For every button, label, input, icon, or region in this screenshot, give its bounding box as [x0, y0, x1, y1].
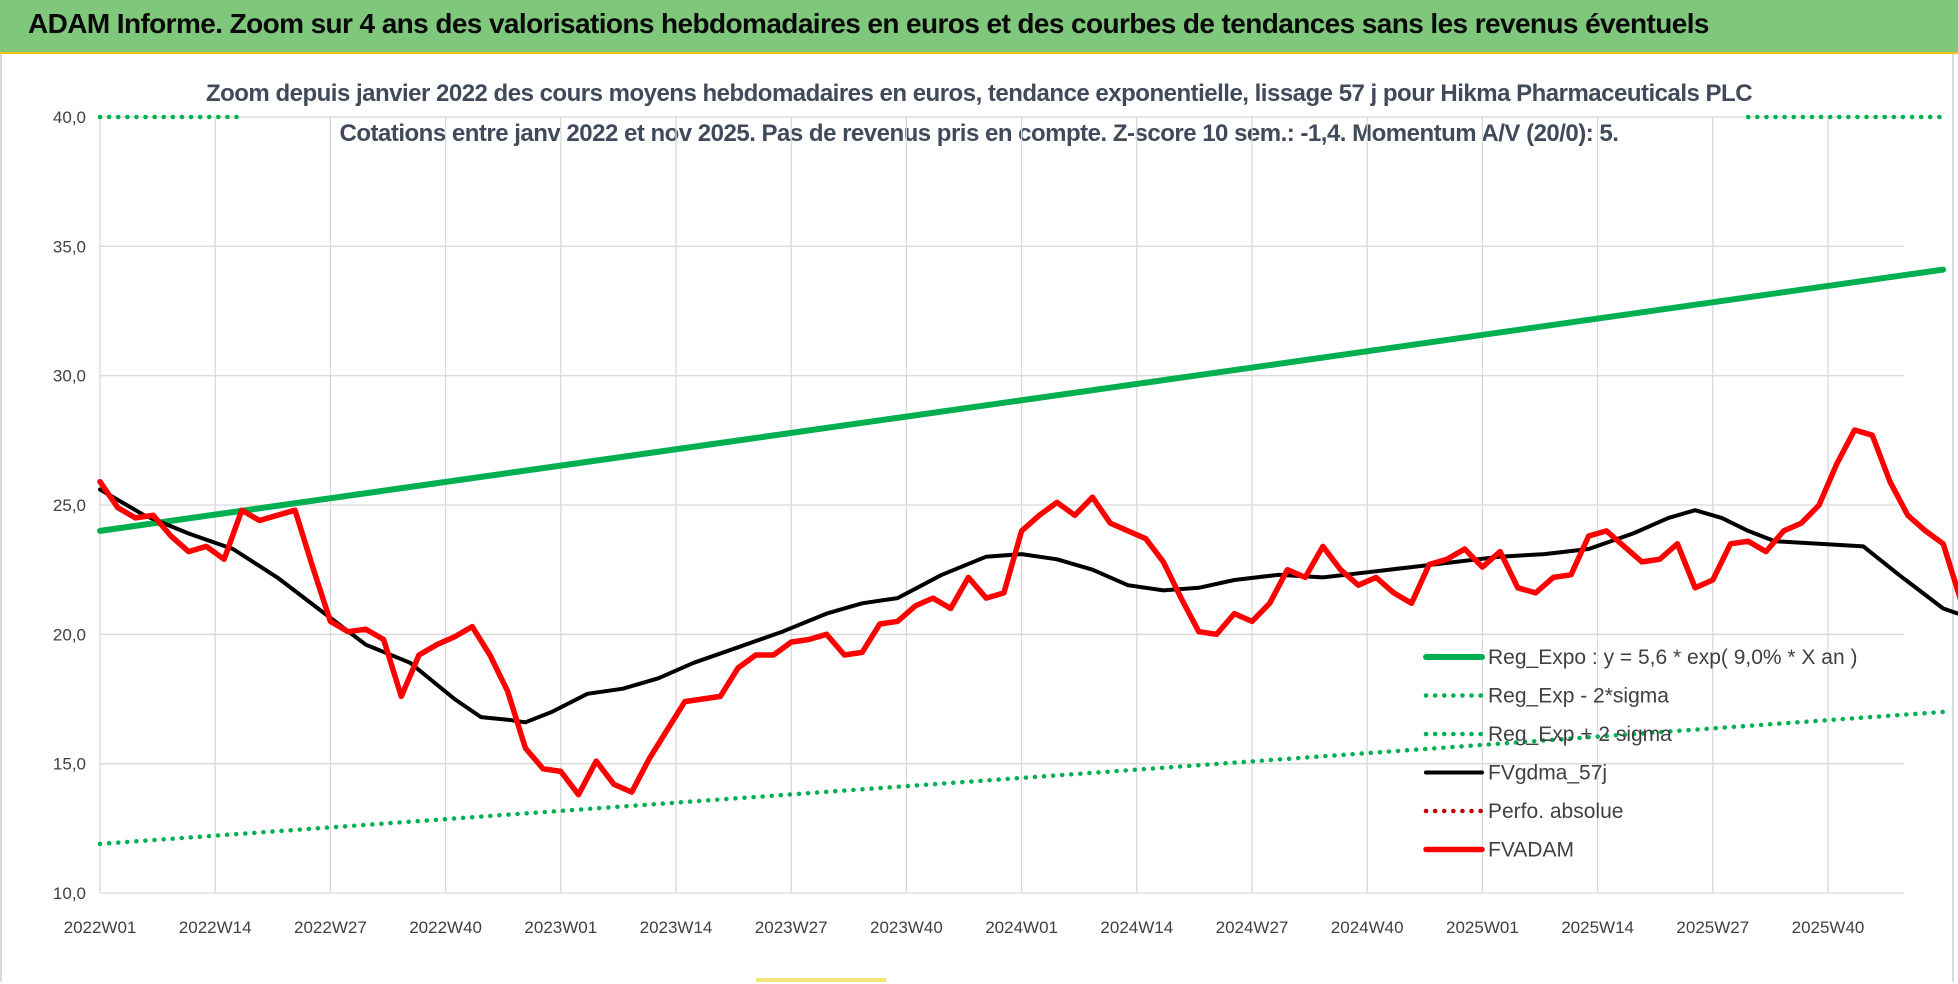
x-tick-label: 2024W27 [1216, 918, 1289, 937]
legend-label: Reg_Exp + 2 sigma [1488, 723, 1672, 746]
y-tick-label: 15,0 [53, 755, 86, 774]
y-tick-label: 20,0 [53, 625, 86, 644]
x-tick-label: 2024W40 [1331, 918, 1404, 937]
gridlines [99, 116, 1904, 894]
y-tick-label: 35,0 [53, 237, 86, 256]
x-tick-label: 2023W27 [755, 918, 828, 937]
fvadam-line [97, 427, 1958, 798]
x-tick-label: 2022W01 [64, 918, 137, 937]
x-tick-label: 2025W27 [1676, 918, 1749, 937]
y-tick-label: 25,0 [53, 496, 86, 515]
series-lines [97, 114, 1958, 847]
fvgdma-57j-line [98, 487, 1958, 725]
y-axis-ticks: 10,0 15,0 20,0 25,0 30,0 35,0 40,0 [53, 108, 86, 903]
x-tick-label: 2023W01 [524, 918, 597, 937]
chart-title: Zoom depuis janvier 2022 des cours moyen… [205, 80, 1753, 107]
report-banner: ADAM Informe. Zoom sur 4 ans des valoris… [0, 0, 1958, 54]
x-axis-ticks: 2022W01 2022W14 2022W27 2022W40 2023W01 2023W… [64, 918, 1865, 937]
x-tick-label: 2023W40 [870, 918, 943, 937]
legend-label: Perfo. absolue [1488, 800, 1623, 823]
x-tick-label: 2025W40 [1792, 918, 1865, 937]
y-tick-label: 10,0 [53, 884, 86, 903]
x-tick-label: 2023W14 [640, 918, 713, 937]
x-tick-label: 2022W27 [294, 918, 367, 937]
x-tick-label: 2022W40 [409, 918, 482, 937]
x-tick-label: 2025W14 [1561, 918, 1634, 937]
legend-label: Reg_Exp - 2*sigma [1488, 685, 1669, 708]
chart-subtitle: Cotations entre janv 2022 et nov 2025. P… [339, 120, 1619, 147]
legend-label: FVgdma_57j [1488, 762, 1607, 785]
legend: Reg_Expo : y = 5,6 * exp( 9,0% * X an ) R… [1423, 646, 1857, 862]
reg-expo-line [97, 266, 1947, 534]
legend-label: FVADAM [1488, 839, 1574, 862]
x-tick-label: 2025W01 [1446, 918, 1519, 937]
y-tick-label: 40,0 [53, 108, 86, 127]
reg-exp-minus-2sigma-line [97, 709, 1946, 847]
bottom-accent [756, 978, 886, 982]
x-tick-label: 2022W14 [179, 918, 252, 937]
y-tick-label: 30,0 [53, 367, 86, 386]
x-tick-label: 2024W01 [985, 918, 1058, 937]
chart-area [0, 54, 1954, 982]
report-title: ADAM Informe. Zoom sur 4 ans des valoris… [28, 8, 1709, 39]
x-tick-label: 2024W14 [1100, 918, 1173, 937]
legend-label: Reg_Expo : y = 5,6 * exp( 9,0% * X an ) [1488, 646, 1857, 669]
